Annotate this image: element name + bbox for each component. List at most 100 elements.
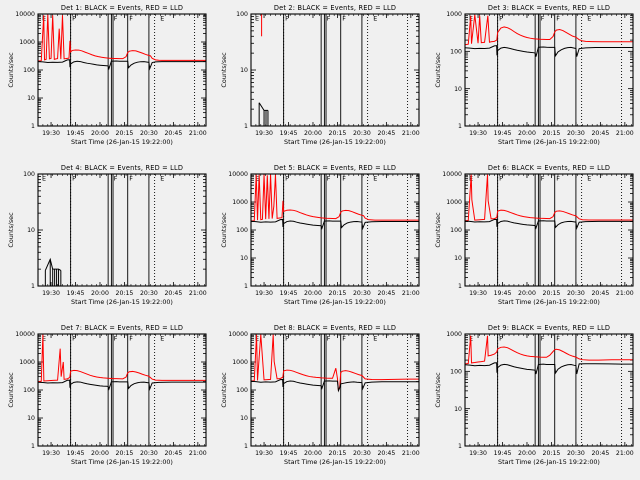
- x-tick-label: 21:00: [402, 290, 420, 297]
- y-tick-label: 10: [240, 415, 248, 422]
- phase-annotation: F: [285, 15, 289, 23]
- data-series-events: [464, 45, 633, 58]
- x-tick-label: 20:00: [304, 130, 322, 137]
- x-axis-label: Start Time (26-Jan-15 19:22:00): [498, 138, 600, 146]
- y-tick-label: 1: [458, 283, 462, 290]
- y-tick-label: 10: [454, 86, 462, 93]
- y-tick-label: 1: [244, 443, 248, 450]
- x-tick-label: 21:00: [189, 130, 207, 137]
- phase-annotation: F: [499, 175, 503, 183]
- data-series-lld: [464, 14, 633, 46]
- data-series-lld: [37, 334, 206, 383]
- x-tick-label: 20:00: [304, 450, 322, 457]
- y-tick-label: 1: [31, 443, 35, 450]
- plot-frame: [464, 13, 634, 127]
- x-axis-label: Start Time (26-Jan-15 19:22:00): [71, 298, 173, 306]
- data-series-lld: [251, 334, 420, 391]
- x-axis-label: Start Time (26-Jan-15 19:22:00): [284, 298, 386, 306]
- x-tick-label: 20:45: [591, 450, 609, 457]
- panel-title: Det 5: BLACK = Events, RED = LLD: [274, 164, 396, 172]
- x-tick-label: 21:00: [402, 130, 420, 137]
- plot-panel-det-6: 1 10 100 1000 10000 19:30 19:45 20:00 20:15 20:30…: [426, 160, 640, 320]
- y-tick-label: 100: [450, 227, 462, 234]
- x-tick-label: 19:45: [280, 130, 298, 137]
- x-tick-label: 19:45: [493, 130, 511, 137]
- x-tick-label: 19:30: [469, 130, 487, 137]
- data-series-lld: [251, 174, 420, 222]
- y-tick-label: 100: [23, 171, 35, 178]
- phase-annotation: E: [160, 335, 164, 343]
- phase-annotation: F: [114, 15, 118, 23]
- plot-panel-det-2: 1 10 100 19:30 19:45 20:00 20:15 20:30 20:45 21:0…: [213, 0, 427, 160]
- y-tick-label: 10: [27, 415, 35, 422]
- y-tick-label: 10000: [442, 171, 462, 178]
- x-tick-label: 20:45: [378, 450, 396, 457]
- x-tick-label: 19:45: [67, 130, 85, 137]
- y-tick-label: 1: [458, 123, 462, 130]
- phase-annotation: F: [327, 335, 331, 343]
- data-series-events: [37, 379, 206, 392]
- x-tick-label: 20:00: [518, 130, 536, 137]
- y-tick-label: 100: [450, 369, 462, 376]
- x-tick-label: 20:00: [304, 290, 322, 297]
- x-tick-label: 19:30: [255, 290, 273, 297]
- y-tick-label: 100: [23, 67, 35, 74]
- x-tick-label: 19:45: [280, 450, 298, 457]
- x-tick-label: 19:30: [255, 450, 273, 457]
- phase-annotation: F: [499, 15, 503, 23]
- x-tick-label: 19:45: [493, 450, 511, 457]
- y-axis-label: Counts/sec: [434, 372, 442, 408]
- x-tick-label: 20:15: [542, 450, 560, 457]
- plot-panel-det-7: 1 10 100 1000 10000 19:30 19:45 20:00 20:15 20:30…: [0, 320, 214, 480]
- y-tick-label: 100: [237, 227, 249, 234]
- x-tick-label: 20:15: [542, 290, 560, 297]
- phase-annotation: F: [540, 15, 544, 23]
- x-tick-label: 20:30: [353, 450, 371, 457]
- phase-annotation: F: [114, 175, 118, 183]
- y-tick-label: 100: [23, 387, 35, 394]
- y-axis-label: Counts/sec: [7, 212, 15, 248]
- x-tick-label: 20:30: [353, 290, 371, 297]
- x-tick-label: 20:30: [140, 290, 158, 297]
- x-tick-label: 21:00: [189, 450, 207, 457]
- panel-title: Det 6: BLACK = Events, RED = LLD: [487, 164, 609, 172]
- x-tick-label: 19:30: [42, 130, 60, 137]
- y-tick-label: 1: [31, 283, 35, 290]
- y-tick-label: 100: [450, 49, 462, 56]
- x-tick-label: 20:30: [567, 130, 585, 137]
- y-tick-label: 1: [244, 123, 248, 130]
- x-tick-label: 19:30: [42, 290, 60, 297]
- phase-annotation: F: [343, 335, 347, 343]
- x-tick-label: 20:30: [353, 130, 371, 137]
- phase-annotation: E: [374, 15, 378, 23]
- x-tick-label: 20:30: [140, 130, 158, 137]
- phase-annotation: F: [499, 335, 503, 343]
- phase-annotation: F: [343, 175, 347, 183]
- y-tick-label: 1000: [446, 11, 462, 18]
- panel-title: Det 9: BLACK = Events, RED = LLD: [487, 324, 609, 332]
- plot-frame: [250, 13, 420, 127]
- data-series-events: [251, 378, 420, 393]
- x-tick-label: 20:45: [378, 130, 396, 137]
- data-series-events: [259, 102, 269, 111]
- phase-annotation: F: [129, 335, 133, 343]
- y-tick-label: 100: [237, 387, 249, 394]
- x-tick-label: 20:30: [567, 450, 585, 457]
- phase-annotation: F: [343, 15, 347, 23]
- phase-annotation: E: [587, 15, 591, 23]
- y-tick-label: 10000: [15, 11, 35, 18]
- phase-annotation: F: [72, 335, 76, 343]
- y-tick-label: 10: [454, 255, 462, 262]
- x-tick-label: 20:45: [591, 290, 609, 297]
- phase-annotation: F: [285, 175, 289, 183]
- y-axis-label: Counts/sec: [434, 52, 442, 88]
- x-tick-label: 20:00: [91, 290, 109, 297]
- phase-annotation: E: [587, 335, 591, 343]
- y-tick-label: 1: [31, 123, 35, 130]
- x-tick-label: 19:45: [67, 290, 85, 297]
- y-tick-label: 1000: [233, 199, 249, 206]
- x-tick-label: 20:45: [591, 130, 609, 137]
- x-tick-label: 20:15: [542, 130, 560, 137]
- panel-title: Det 2: BLACK = Events, RED = LLD: [274, 4, 396, 12]
